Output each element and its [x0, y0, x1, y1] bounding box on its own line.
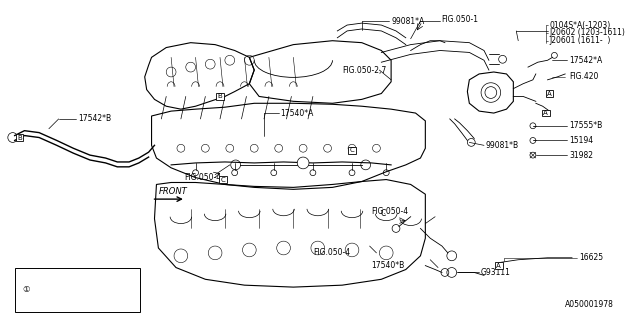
Text: 17540*B: 17540*B [372, 261, 405, 270]
Bar [216, 93, 224, 100]
Bar [495, 262, 502, 269]
Text: 31982: 31982 [569, 151, 593, 160]
Text: 17540*A: 17540*A [280, 108, 314, 117]
Text: C: C [381, 209, 386, 218]
Text: A: A [543, 110, 548, 116]
Text: ①: ① [300, 160, 306, 166]
Text: J20602 (1203-1611): J20602 (1203-1611) [550, 28, 625, 37]
Text: 0104S*A(-1203): 0104S*A(-1203) [550, 20, 611, 29]
Text: 99081*B: 99081*B [486, 141, 519, 150]
Text: FIG.050-4: FIG.050-4 [313, 248, 350, 257]
Bar [15, 268, 140, 312]
Text: FIG.050-4: FIG.050-4 [372, 207, 409, 216]
Text: FIG.050-2,7: FIG.050-2,7 [342, 66, 387, 75]
Bar [348, 147, 356, 154]
Bar [219, 176, 227, 183]
Text: B: B [17, 134, 22, 140]
Bar [15, 134, 24, 141]
Text: J20602(1203-1605): J20602(1203-1605) [40, 286, 108, 293]
Text: FRONT: FRONT [159, 187, 187, 196]
Text: C: C [221, 177, 225, 182]
Circle shape [20, 284, 32, 295]
Text: G93111: G93111 [481, 268, 511, 277]
Text: C: C [349, 147, 355, 153]
Text: 17555*B: 17555*B [569, 121, 602, 130]
Bar [541, 110, 550, 116]
Text: 0104S*A( -1203): 0104S*A( -1203) [40, 272, 99, 278]
Text: 17542*A: 17542*A [569, 56, 602, 65]
Text: J20601(1605-): J20601(1605-) [40, 301, 90, 308]
Text: 15194: 15194 [569, 136, 593, 145]
Text: 16625: 16625 [579, 253, 603, 262]
Text: A: A [547, 91, 552, 97]
Text: FIG.050-1: FIG.050-1 [441, 15, 478, 24]
Text: J20601 (1611-  ): J20601 (1611- ) [550, 36, 611, 45]
Bar [546, 90, 554, 97]
Text: FIG.420: FIG.420 [569, 72, 598, 81]
Text: 99081*A: 99081*A [391, 17, 424, 26]
Text: 17542*B: 17542*B [78, 115, 111, 124]
Text: A050001978: A050001978 [565, 300, 614, 308]
Circle shape [297, 157, 309, 169]
Text: FIG.050-4: FIG.050-4 [184, 173, 221, 182]
Text: A: A [496, 263, 501, 268]
Text: B: B [218, 93, 222, 100]
Text: ①: ① [22, 285, 30, 294]
